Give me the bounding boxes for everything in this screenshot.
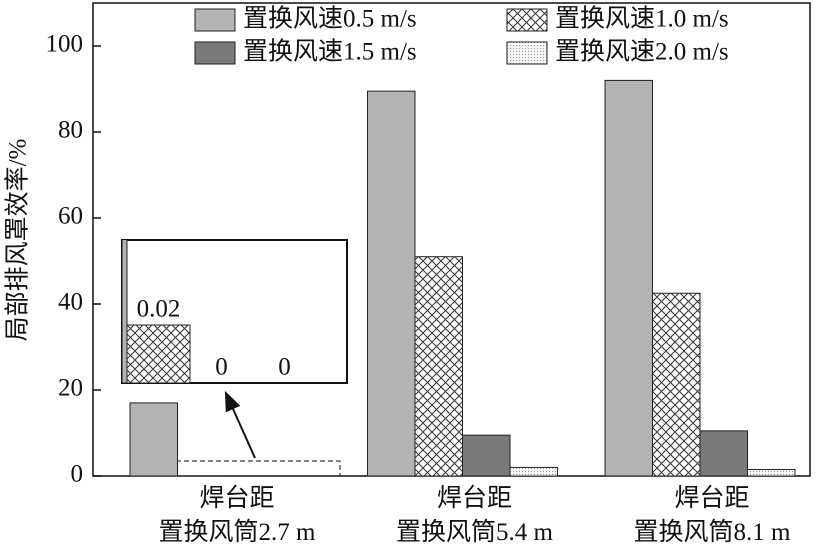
y-tick-label: 60	[58, 203, 83, 230]
data-label: 0.02	[137, 296, 181, 323]
y-tick-label: 100	[46, 31, 84, 58]
bar	[367, 90, 416, 477]
data-label: 0	[215, 354, 228, 381]
legend-label: 置换风速2.0 m/s	[555, 38, 729, 66]
legend-swatch	[506, 41, 548, 65]
x-tick-label: 焊台距 置换风筒5.4 m	[396, 485, 553, 546]
legend-swatch	[506, 8, 548, 32]
bar	[699, 430, 748, 477]
legend-swatch	[194, 8, 236, 32]
legend-label: 置换风速1.5 m/s	[243, 38, 417, 66]
y-tick-label: 40	[58, 289, 83, 316]
data-label: 0	[278, 354, 291, 381]
x-tick-label: 焊台距 置换风筒2.7 m	[158, 485, 316, 546]
bar	[414, 256, 463, 477]
bar	[509, 466, 558, 477]
bar	[652, 292, 701, 477]
inset-bar	[122, 240, 128, 383]
y-tick-label: 20	[58, 375, 83, 402]
bar	[747, 469, 796, 477]
legend-label: 置换风速1.0 m/s	[555, 5, 729, 33]
y-tick-label: 0	[71, 461, 84, 488]
y-axis-label: 局部排风罩效率/%	[4, 139, 32, 342]
inset: 0.02 0 0	[122, 240, 291, 383]
x-tick-label: 焊台距 置换风筒8.1 m	[633, 485, 791, 546]
bar	[604, 79, 653, 477]
legend-swatch	[194, 41, 236, 65]
zoom-arrow	[224, 390, 256, 459]
y-tick-label: 80	[58, 117, 83, 144]
inset-bar	[126, 324, 191, 383]
legend-label: 置换风速0.5 m/s	[243, 5, 417, 33]
bar	[129, 402, 178, 477]
bar	[462, 434, 511, 477]
zoom-region	[167, 460, 341, 477]
